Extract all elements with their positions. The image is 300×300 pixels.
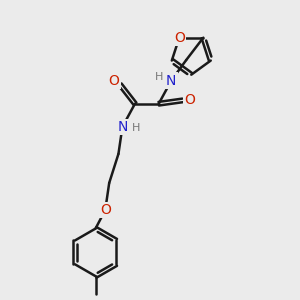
Text: N: N (117, 120, 128, 134)
Text: H: H (154, 72, 163, 82)
Text: O: O (109, 74, 120, 88)
Text: N: N (166, 74, 176, 88)
Text: O: O (100, 203, 111, 217)
Text: H: H (132, 124, 140, 134)
Text: O: O (174, 31, 185, 45)
Text: O: O (184, 93, 195, 107)
